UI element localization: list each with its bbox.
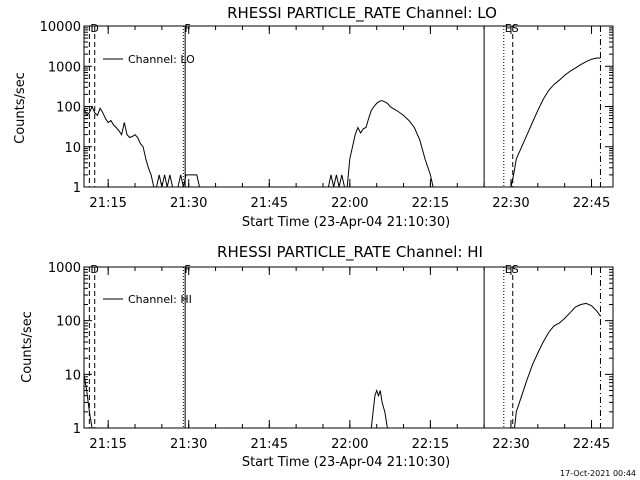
x-tick-label: 22:15 [412, 437, 449, 452]
x-tick-label: 21:45 [251, 196, 288, 211]
x-tick-label: 21:15 [89, 437, 126, 452]
x-tick-label: 22:00 [331, 196, 368, 211]
data-lines [83, 302, 601, 429]
x-tick-label: 22:30 [492, 196, 529, 211]
y-tick-label: 10 [64, 368, 81, 383]
series-line [327, 174, 345, 188]
x-tick-label: 22:30 [492, 437, 529, 452]
y-ticks: 1 10 100 1000 10000 [40, 20, 613, 196]
series-line [514, 302, 601, 429]
marker-label: ES [505, 22, 519, 35]
legend-label: Channel: LO [128, 53, 195, 66]
plot-frame [83, 266, 614, 429]
x-tick-label: 22:00 [331, 437, 368, 452]
panel-lo: RHESSI PARTICLE_RATE Channel: LO Counts/… [13, 4, 614, 230]
legend-label: Channel: HI [128, 293, 192, 306]
chart-title: RHESSI PARTICLE_RATE Channel: HI [217, 243, 483, 262]
y-tick-label: 100 [56, 315, 81, 330]
event-markers: DFES [88, 22, 601, 187]
event-markers: DFES [88, 263, 601, 428]
y-tick-label: 1 [73, 181, 81, 196]
x-tick-label: 22:45 [573, 437, 610, 452]
marker-label: ES [505, 263, 519, 276]
plot-frame [83, 25, 614, 188]
y-tick-label: 1 [73, 422, 81, 437]
y-ticks: 1 10 100 1000 [48, 261, 613, 437]
series-line [346, 100, 434, 188]
marker-label: F [184, 22, 190, 35]
series-line [510, 57, 601, 188]
series-line [370, 388, 388, 429]
legend: Channel: LO [103, 53, 195, 66]
x-tick-label: 21:45 [251, 437, 288, 452]
footer-timestamp: 17-Oct-2021 00:44 [560, 469, 636, 478]
y-tick-label: 10 [64, 141, 81, 156]
chart-title: RHESSI PARTICLE_RATE Channel: LO [227, 4, 497, 23]
y-tick-label: 1000 [48, 60, 81, 75]
x-tick-label: 22:45 [573, 196, 610, 211]
y-tick-label: 10000 [40, 20, 81, 35]
x-tick-label: 21:15 [89, 196, 126, 211]
y-tick-label: 100 [56, 101, 81, 116]
series-line [83, 374, 93, 429]
y-axis-label: Counts/sec [20, 311, 35, 383]
x-tick-label: 21:30 [170, 437, 207, 452]
x-ticks: 21:15 21:30 21:45 22:00 22:15 22:30 22:45 [89, 26, 610, 211]
data-lines [83, 57, 601, 188]
panel-hi: RHESSI PARTICLE_RATE Channel: HI Counts/… [20, 243, 614, 470]
x-axis-label: Start Time (23-Apr-04 21:10:30) [242, 455, 450, 470]
marker-label: F [184, 263, 190, 276]
legend: Channel: HI [103, 293, 192, 306]
y-tick-label: 1000 [48, 261, 81, 276]
x-ticks: 21:15 21:30 21:45 22:00 22:15 22:30 22:45 [89, 267, 610, 452]
series-line [83, 105, 200, 188]
x-tick-label: 21:30 [170, 196, 207, 211]
x-axis-label: Start Time (23-Apr-04 21:10:30) [242, 215, 450, 230]
x-tick-label: 22:15 [412, 196, 449, 211]
y-axis-label: Counts/sec [13, 72, 28, 144]
